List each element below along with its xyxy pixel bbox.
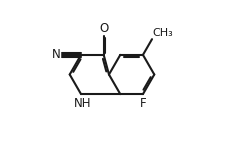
Text: N: N: [52, 48, 61, 61]
Text: NH: NH: [74, 97, 91, 110]
Text: O: O: [99, 22, 108, 35]
Text: F: F: [140, 97, 147, 110]
Text: CH₃: CH₃: [153, 28, 173, 38]
